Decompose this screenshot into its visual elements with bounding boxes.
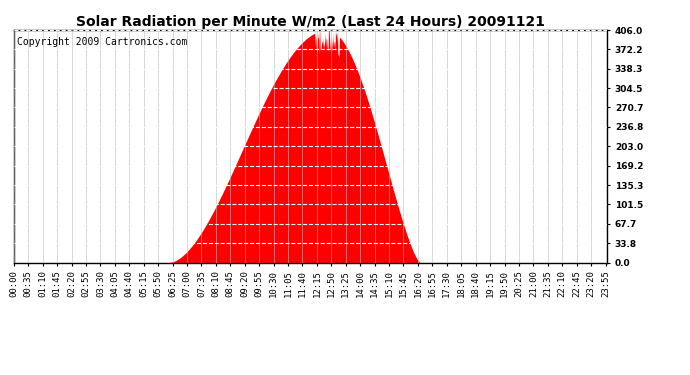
Text: Copyright 2009 Cartronics.com: Copyright 2009 Cartronics.com — [17, 37, 187, 47]
Title: Solar Radiation per Minute W/m2 (Last 24 Hours) 20091121: Solar Radiation per Minute W/m2 (Last 24… — [76, 15, 545, 29]
